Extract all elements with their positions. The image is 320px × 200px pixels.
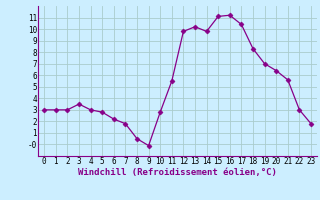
X-axis label: Windchill (Refroidissement éolien,°C): Windchill (Refroidissement éolien,°C): [78, 168, 277, 177]
